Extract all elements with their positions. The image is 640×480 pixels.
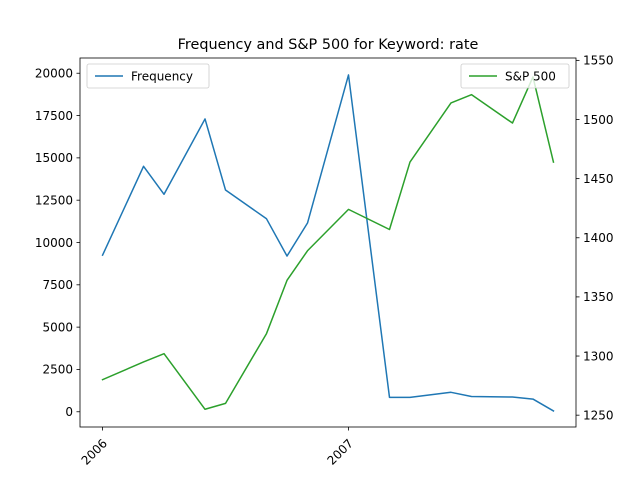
y-right-tick-label: 1550 — [583, 54, 614, 68]
legend-frequency: Frequency — [86, 63, 210, 89]
y-left-tick-label: 5000 — [42, 320, 73, 334]
legend-label: Frequency — [131, 70, 193, 84]
y-right-tick-label: 1300 — [583, 349, 614, 363]
y-right-tick-label: 1250 — [583, 408, 614, 422]
y-left-tick-label: 12500 — [35, 193, 73, 207]
axes: 0 2500 5000 7500 10000 12500 15000 17500 20000 12… — [35, 54, 614, 468]
chart-title: Frequency and S&P 500 for Keyword: rate — [178, 37, 479, 53]
y-right-tick-label: 1350 — [583, 290, 614, 304]
y-left-tick-label: 10000 — [35, 236, 73, 250]
legend-label: S&P 500 — [505, 70, 556, 84]
axes-frame — [79, 57, 577, 428]
x-tick-label: 2007 — [325, 436, 356, 467]
legend-box — [86, 63, 210, 89]
legend-box — [460, 63, 570, 89]
plot-lines — [101, 74, 555, 412]
y-left-tick-label: 2500 — [42, 363, 73, 377]
y-left-tick-label: 20000 — [35, 67, 73, 81]
y-right-tick-label: 1400 — [583, 231, 614, 245]
series-line-frequency — [101, 74, 555, 412]
y-right-tick-label: 1500 — [583, 113, 614, 127]
y-left-tick-label: 15000 — [35, 151, 73, 165]
y-right-tick-label: 1450 — [583, 172, 614, 186]
legend-sp500: S&P 500 — [460, 63, 570, 89]
y-left-tick-label: 17500 — [35, 109, 73, 123]
x-tick-label: 2006 — [79, 436, 110, 467]
y-left-tick-label: 0 — [65, 405, 73, 419]
y-left-tick-label: 7500 — [42, 278, 73, 292]
series-line-sp500 — [101, 76, 555, 411]
